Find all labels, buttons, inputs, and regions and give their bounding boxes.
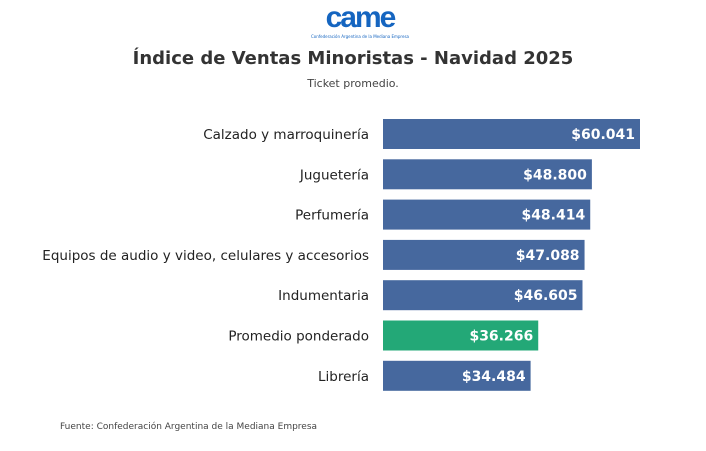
data-label: $60.041 — [571, 127, 635, 143]
category-label: Indumentaria — [278, 288, 369, 304]
bar — [383, 159, 592, 190]
data-label: $34.484 — [462, 369, 526, 385]
chart-subtitle: Ticket promedio. — [307, 77, 399, 90]
category-label: Juguetería — [299, 167, 369, 183]
chart-title: Índice de Ventas Minoristas - Navidad 20… — [132, 48, 574, 69]
source-note: Fuente: Confederación Argentina de la Me… — [60, 422, 318, 432]
data-label: $47.088 — [516, 248, 580, 264]
logo-mark: came — [325, 1, 397, 34]
data-label: $46.605 — [514, 288, 578, 304]
data-label: $48.414 — [521, 208, 585, 224]
bar — [383, 280, 583, 311]
logo-subtext: Confederación Argentina de la Mediana Em… — [311, 34, 409, 39]
bar — [383, 320, 539, 351]
data-label: $36.266 — [469, 329, 533, 345]
category-label: Librería — [318, 369, 369, 385]
bar — [383, 360, 531, 391]
bar — [383, 199, 591, 230]
bar — [383, 119, 640, 149]
category-label: Equipos de audio y video, celulares y ac… — [42, 248, 369, 264]
category-label: Perfumería — [295, 208, 369, 224]
bar — [383, 239, 585, 270]
category-label: Calzado y marroquinería — [203, 127, 369, 143]
category-label: Promedio ponderado — [228, 329, 369, 345]
came-logo: came Confederación Argentina de la Media… — [300, 2, 420, 42]
data-label: $48.800 — [523, 167, 587, 183]
